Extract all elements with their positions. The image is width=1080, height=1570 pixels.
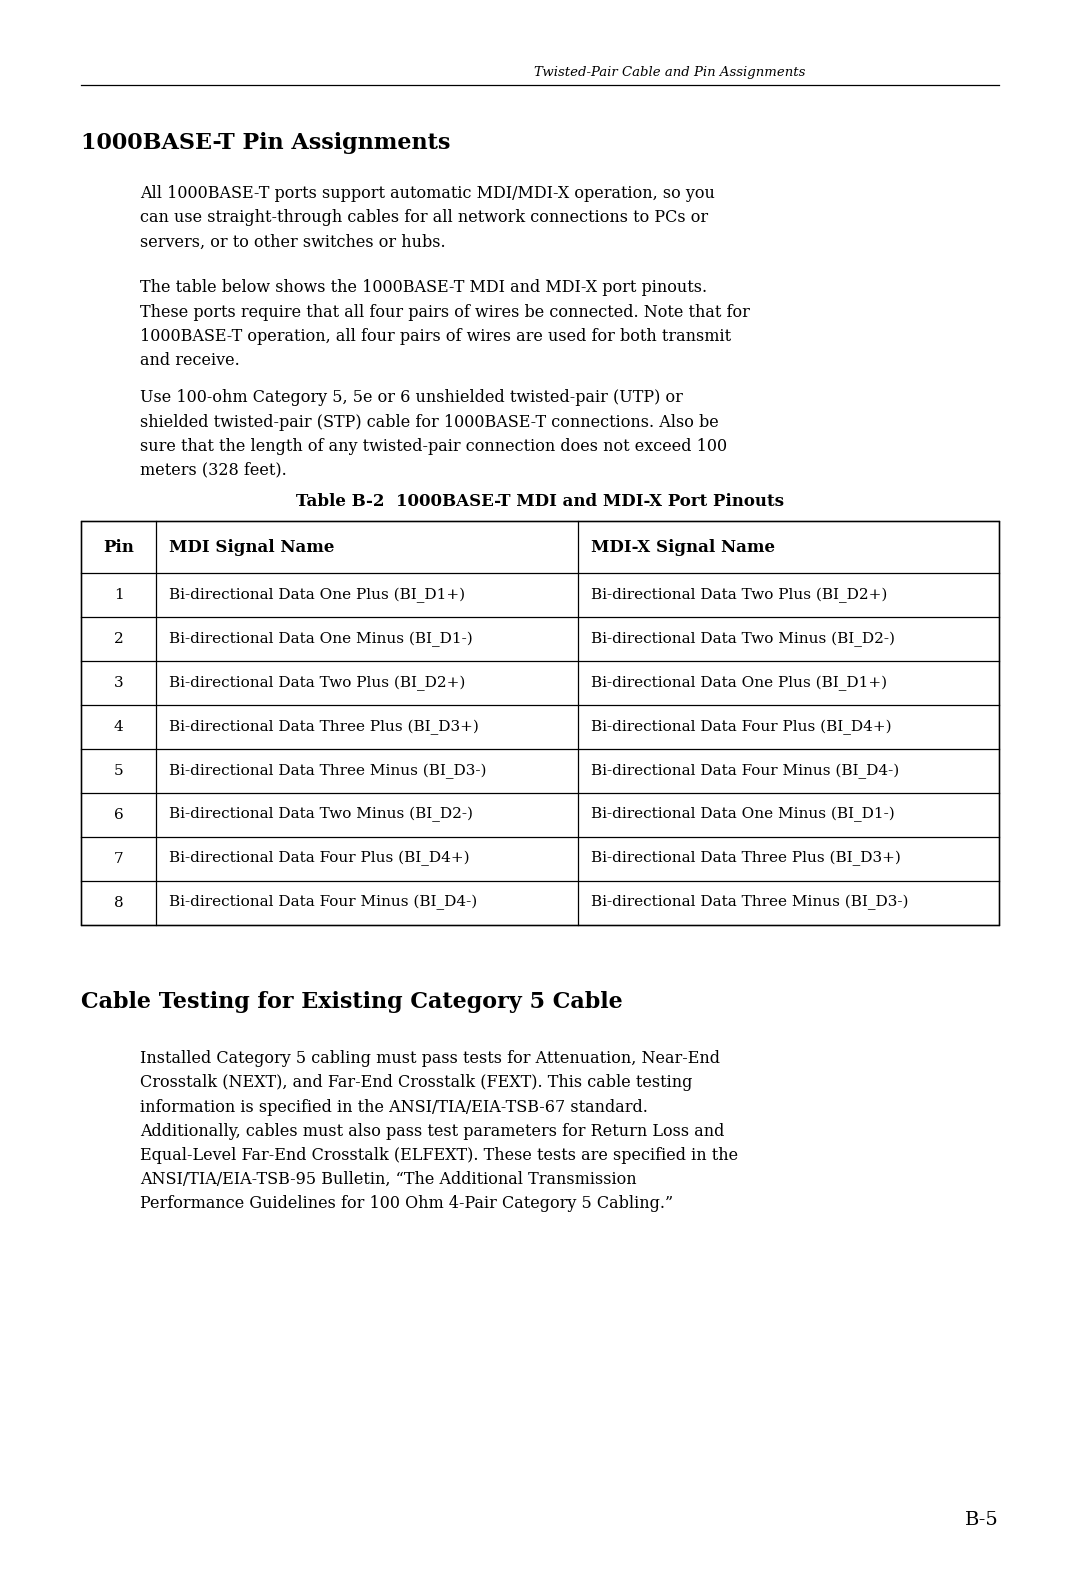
Text: MDI Signal Name: MDI Signal Name	[170, 539, 335, 556]
Text: Bi-directional Data Three Minus (BI_D3-): Bi-directional Data Three Minus (BI_D3-)	[591, 895, 908, 911]
Text: Bi-directional Data Four Plus (BI_D4+): Bi-directional Data Four Plus (BI_D4+)	[591, 719, 891, 735]
Text: 6: 6	[113, 809, 123, 821]
Text: The table below shows the 1000BASE-T MDI and MDI-X port pinouts.
These ports req: The table below shows the 1000BASE-T MDI…	[140, 279, 751, 369]
Text: 1000BASE-T Pin Assignments: 1000BASE-T Pin Assignments	[81, 132, 450, 154]
Text: All 1000BASE-T ports support automatic MDI/MDI-X operation, so you
can use strai: All 1000BASE-T ports support automatic M…	[140, 185, 715, 251]
Text: Bi-directional Data Two Plus (BI_D2+): Bi-directional Data Two Plus (BI_D2+)	[591, 587, 887, 603]
Text: Bi-directional Data Four Minus (BI_D4-): Bi-directional Data Four Minus (BI_D4-)	[591, 763, 899, 779]
Text: Bi-directional Data Two Minus (BI_D2-): Bi-directional Data Two Minus (BI_D2-)	[170, 807, 473, 823]
Text: 7: 7	[113, 853, 123, 865]
Text: Bi-directional Data Four Minus (BI_D4-): Bi-directional Data Four Minus (BI_D4-)	[170, 895, 477, 911]
Text: Twisted-Pair Cable and Pin Assignments: Twisted-Pair Cable and Pin Assignments	[534, 66, 806, 78]
Bar	[81, 521, 999, 925]
Text: Table B-2  1000BASE-T MDI and MDI-X Port Pinouts: Table B-2 1000BASE-T MDI and MDI-X Port …	[296, 493, 784, 510]
Text: Bi-directional Data Four Plus (BI_D4+): Bi-directional Data Four Plus (BI_D4+)	[170, 851, 470, 867]
Text: Cable Testing for Existing Category 5 Cable: Cable Testing for Existing Category 5 Ca…	[81, 991, 623, 1013]
Text: 1: 1	[113, 589, 123, 601]
Text: Installed Category 5 cabling must pass tests for Attenuation, Near-End
Crosstalk: Installed Category 5 cabling must pass t…	[140, 1050, 739, 1212]
Text: B-5: B-5	[966, 1512, 999, 1529]
Text: 3: 3	[113, 677, 123, 689]
Text: Bi-directional Data Three Minus (BI_D3-): Bi-directional Data Three Minus (BI_D3-)	[170, 763, 487, 779]
Text: Use 100-ohm Category 5, 5e or 6 unshielded twisted-pair (UTP) or
shielded twiste: Use 100-ohm Category 5, 5e or 6 unshield…	[140, 389, 728, 479]
Text: 4: 4	[113, 721, 123, 733]
Text: MDI-X Signal Name: MDI-X Signal Name	[591, 539, 774, 556]
Text: Bi-directional Data One Plus (BI_D1+): Bi-directional Data One Plus (BI_D1+)	[591, 675, 887, 691]
Text: 2: 2	[113, 633, 123, 645]
Text: Pin: Pin	[104, 539, 134, 556]
Text: Bi-directional Data Two Plus (BI_D2+): Bi-directional Data Two Plus (BI_D2+)	[170, 675, 465, 691]
Text: Bi-directional Data One Minus (BI_D1-): Bi-directional Data One Minus (BI_D1-)	[170, 631, 473, 647]
Text: 8: 8	[113, 896, 123, 909]
Text: Bi-directional Data One Minus (BI_D1-): Bi-directional Data One Minus (BI_D1-)	[591, 807, 894, 823]
Text: Bi-directional Data One Plus (BI_D1+): Bi-directional Data One Plus (BI_D1+)	[170, 587, 465, 603]
Text: Bi-directional Data Two Minus (BI_D2-): Bi-directional Data Two Minus (BI_D2-)	[591, 631, 894, 647]
Text: Bi-directional Data Three Plus (BI_D3+): Bi-directional Data Three Plus (BI_D3+)	[591, 851, 901, 867]
Text: Bi-directional Data Three Plus (BI_D3+): Bi-directional Data Three Plus (BI_D3+)	[170, 719, 480, 735]
Text: 5: 5	[113, 765, 123, 777]
